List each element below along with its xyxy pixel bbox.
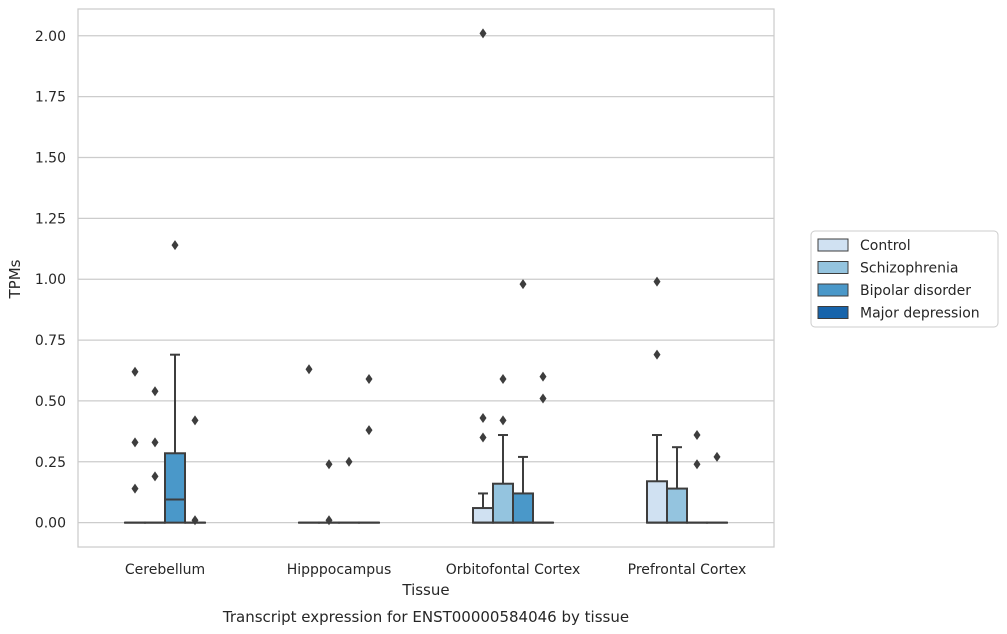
x-tick-label: Prefrontal Cortex [628,562,747,578]
box-schizophrenia [144,386,166,524]
outlier-point [499,374,507,385]
y-tick-label: 1.50 [35,150,66,166]
box-schizophrenia [492,374,514,524]
outlier-point [693,459,701,470]
legend-swatch [817,238,849,252]
y-tick-labels: 0.00 0.25 0.50 0.75 1.00 1.25 1.50 1.75 2.00 [35,29,66,532]
grid-lines [78,35,774,524]
outlier-point [479,412,487,423]
outlier-point [151,386,159,397]
y-tick-label: 1.75 [35,90,66,106]
y-tick-label: 0.75 [35,333,66,349]
outlier-point [131,483,139,494]
box-major-depression [532,371,554,524]
outlier-point [519,279,527,290]
iqr-box [164,452,186,524]
y-axis-label: TPMs [6,259,24,299]
legend-swatch [817,283,849,297]
plot-frame [77,8,775,548]
box-control [124,366,146,524]
x-tick-label: Cerebellum [125,562,205,578]
outlier-point [479,28,487,39]
box-bipolar-disorder [512,279,534,524]
outlier-point [325,459,333,470]
legend-swatch [817,261,849,274]
outlier-point [191,415,199,426]
y-tick-label: 0.50 [35,394,66,410]
iqr-box [492,482,514,524]
y-tick-label: 0.25 [35,455,66,471]
y-tick-label: 0.00 [35,516,66,532]
iqr-box [666,487,688,524]
outlier-point [191,515,199,526]
legend-frame [810,230,999,328]
outlier-point [131,437,139,448]
outlier-point [345,456,353,467]
outlier-point [539,393,547,404]
iqr-box [472,507,494,524]
outlier-point [693,430,701,441]
legend-label: Bipolar disorder [860,283,971,299]
box-schizophrenia [318,459,340,526]
box-bipolar-disorder [164,240,186,524]
x-tick-labels: Cerebellum Hipppocampus Orbitofontal Corte… [125,562,746,578]
box-control [646,276,668,524]
iqr-box [512,492,534,524]
outlier-point [151,437,159,448]
outlier-point [653,349,661,360]
outlier-point [365,425,373,436]
box-control [472,28,494,524]
outlier-point [479,432,487,443]
box-schizophrenia [666,446,688,524]
legend-label: Control [860,238,911,254]
legend-label: Schizophrenia [860,261,958,277]
chart-caption: Transcript expression for ENST0000058404… [222,608,629,626]
box-bipolar-disorder [338,456,360,524]
y-tick-label: 2.00 [35,29,66,45]
box-bipolar-disorder [686,430,708,524]
legend-label: Major depression [860,306,980,322]
outlier-point [305,364,313,375]
outlier-point [653,276,661,287]
outlier-point [499,415,507,426]
y-tick-label: 1.00 [35,272,66,288]
box-control [298,364,320,524]
box-major-depression [184,415,206,526]
iqr-box [646,480,668,524]
outlier-point [151,471,159,482]
outlier-point [171,240,179,251]
outlier-point [325,515,333,526]
outlier-point [131,366,139,377]
plot-data [124,28,728,526]
x-axis-label: Tissue [401,581,449,599]
x-tick-label: Orbitofontal Cortex [446,562,581,578]
legend-swatch [817,306,849,319]
y-tick-label: 1.25 [35,211,66,227]
outlier-point [713,451,721,462]
box-major-depression [358,374,380,524]
x-tick-label: Hipppocampus [287,562,392,578]
box-major-depression [706,451,728,524]
outlier-point [365,374,373,385]
legend: Control Schizophrenia Bipolar disorder Majo… [810,230,999,328]
outlier-point [539,371,547,382]
